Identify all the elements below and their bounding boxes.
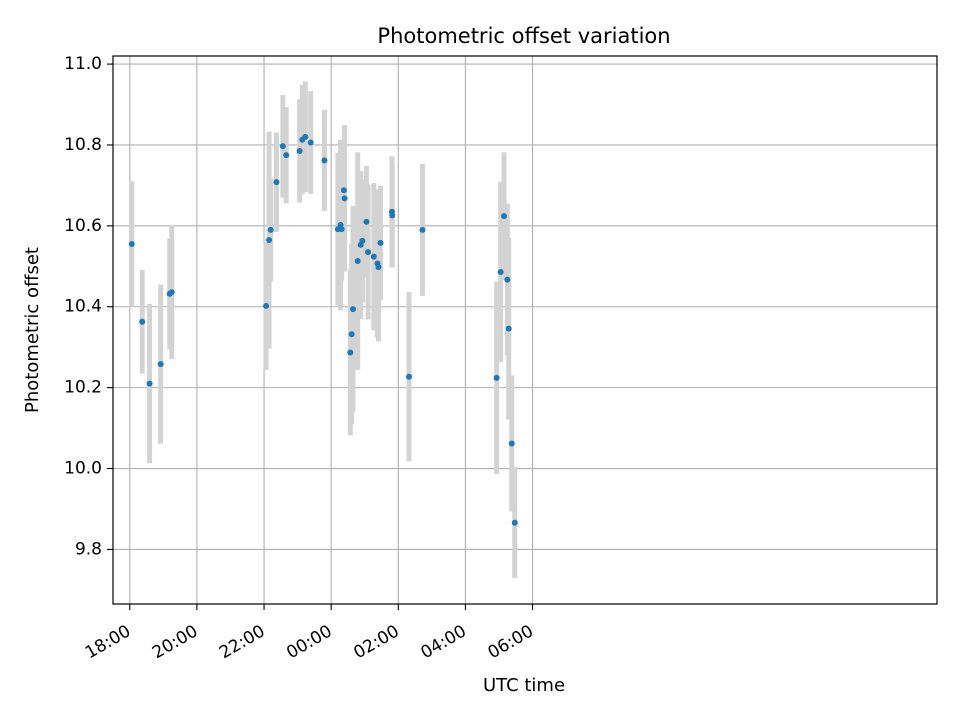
y-tick-label: 10.2	[64, 378, 102, 398]
data-point	[302, 133, 309, 140]
data-point	[146, 380, 153, 387]
data-point	[493, 374, 500, 381]
data-point	[296, 148, 303, 155]
y-axis-label: Photometric offset	[22, 247, 43, 413]
data-point	[279, 143, 286, 150]
data-point	[501, 213, 508, 220]
data-point	[157, 361, 164, 368]
data-point	[283, 152, 290, 159]
data-point	[363, 218, 370, 225]
data-point	[340, 187, 347, 194]
data-point	[377, 239, 384, 246]
data-point	[504, 276, 511, 283]
data-point	[307, 139, 314, 146]
data-point	[267, 226, 274, 233]
y-tick-label: 10.6	[64, 216, 102, 236]
data-point	[128, 241, 135, 248]
y-tick-label: 10.0	[64, 459, 102, 479]
data-point	[139, 318, 146, 325]
data-point	[168, 289, 175, 296]
y-tick-label: 11.0	[64, 54, 102, 74]
data-points	[128, 133, 518, 526]
data-point	[419, 226, 426, 233]
data-point	[497, 268, 504, 275]
data-point	[508, 440, 515, 447]
data-point	[341, 195, 348, 202]
data-point	[406, 373, 413, 380]
data-point	[375, 264, 382, 271]
y-tick-label: 9.8	[75, 539, 102, 559]
data-point	[321, 157, 328, 164]
y-tick-label: 10.8	[64, 135, 102, 155]
y-tick-label: 10.4	[64, 297, 102, 317]
y-axis: 9.8 10.0 10.2 10.4 10.6 10.8 11.0	[64, 54, 113, 559]
data-point	[365, 249, 372, 256]
data-point	[511, 519, 518, 526]
x-axis-label: UTC time	[483, 675, 565, 696]
data-point	[349, 306, 356, 313]
data-point	[263, 302, 270, 309]
data-point	[348, 331, 355, 338]
data-point	[359, 237, 366, 244]
data-point	[338, 226, 345, 233]
data-point	[266, 237, 273, 244]
data-point	[273, 179, 280, 186]
data-point	[505, 325, 512, 332]
chart-title: Photometric offset variation	[377, 24, 670, 48]
data-point	[370, 253, 377, 260]
data-point	[347, 349, 354, 356]
plot-area-frame	[112, 55, 938, 605]
data-point	[389, 212, 396, 219]
data-point	[354, 258, 361, 265]
